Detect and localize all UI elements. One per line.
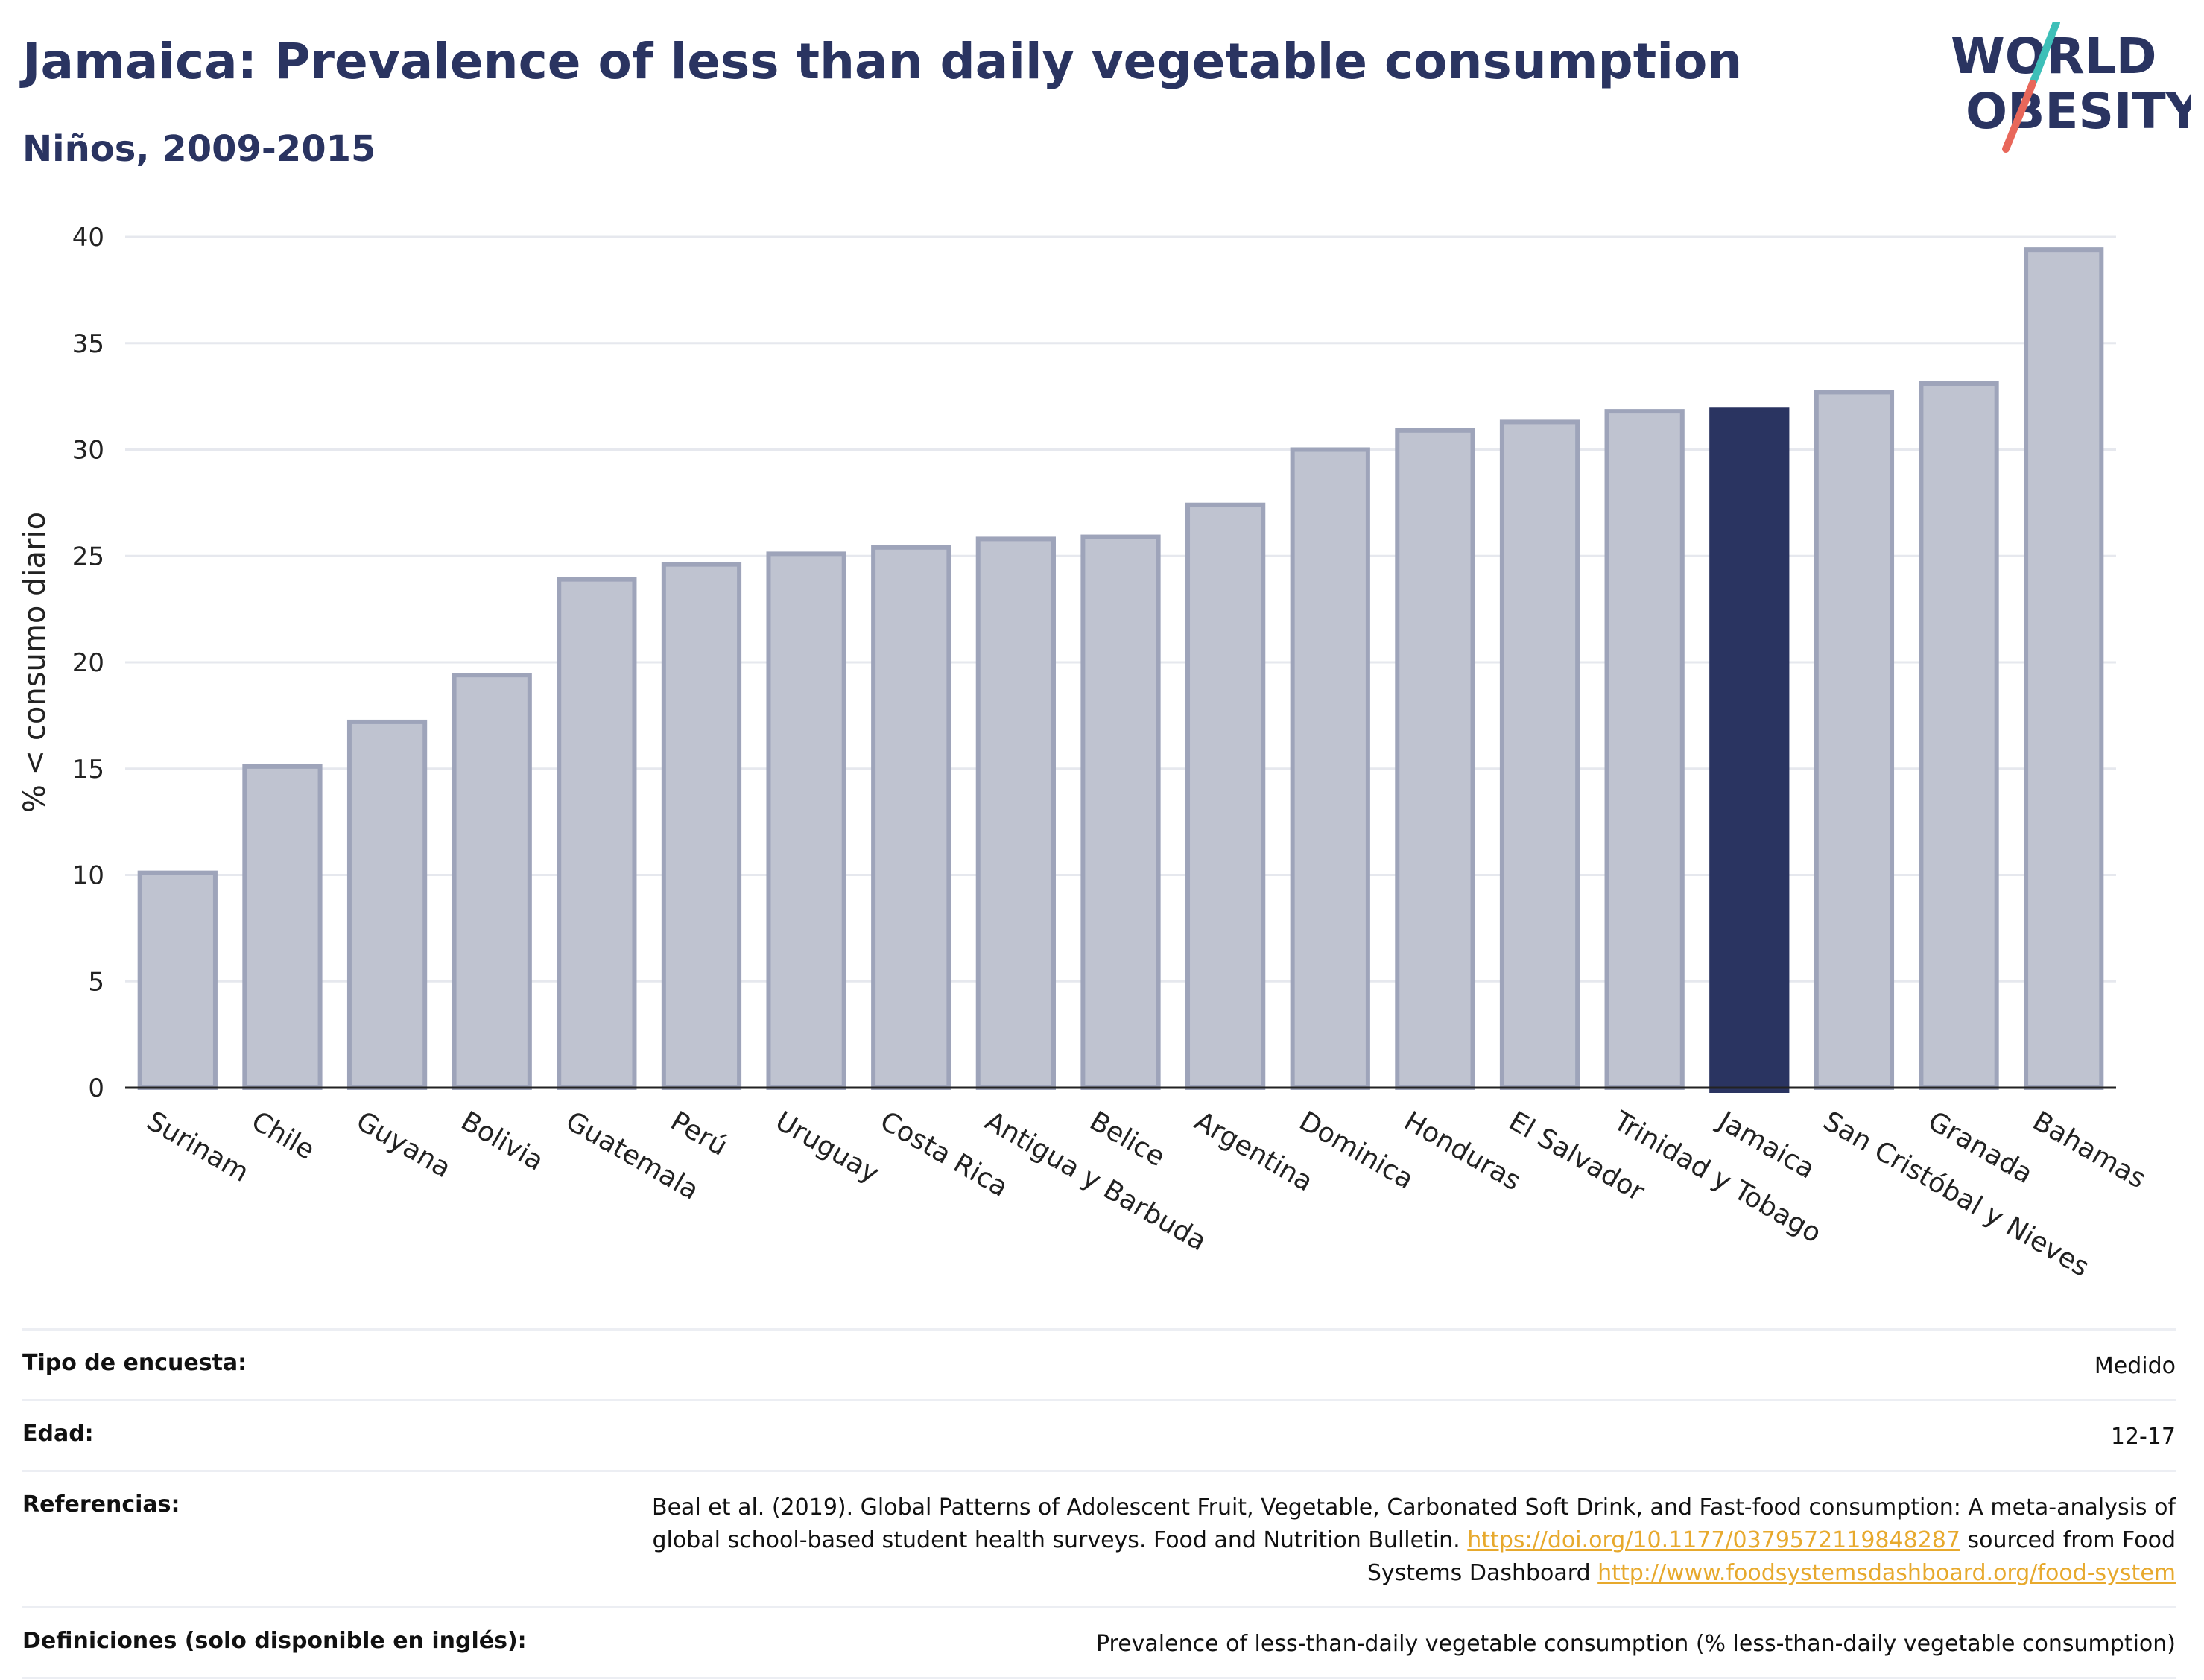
bar bbox=[1919, 381, 1999, 1090]
bar bbox=[871, 545, 951, 1090]
bar bbox=[2024, 247, 2104, 1090]
logo-text-obesity: OBESITY bbox=[1966, 83, 2191, 140]
info-row-definitions: Definiciones (solo disponible en inglés)… bbox=[22, 1606, 2176, 1679]
bar bbox=[1185, 502, 1266, 1091]
bar bbox=[1814, 390, 1895, 1091]
bar bbox=[1604, 409, 1685, 1090]
info-label: Tipo de encuesta: bbox=[22, 1350, 247, 1376]
x-tick-label: Chile bbox=[246, 1106, 320, 1166]
bar bbox=[975, 536, 1056, 1091]
info-row-survey-type: Tipo de encuesta: Medido bbox=[22, 1328, 2176, 1399]
info-table: Tipo de encuesta: Medido Edad: 12-17 Ref… bbox=[22, 1328, 2176, 1679]
x-tick-label: Perú bbox=[665, 1106, 732, 1162]
logo-slash-top bbox=[2029, 22, 2060, 87]
bar bbox=[242, 764, 323, 1091]
x-tick-label: Bolivia bbox=[456, 1106, 549, 1177]
y-tick-label: 35 bbox=[72, 329, 104, 359]
bar bbox=[766, 551, 846, 1090]
bar-highlighted bbox=[1709, 407, 1790, 1093]
chart-subtitle: Niños, 2009-2015 bbox=[22, 128, 376, 170]
logo-slash-bottom bbox=[2002, 80, 2036, 153]
food-systems-link[interactable]: http://www.foodsystemsdashboard.org/food… bbox=[1597, 1560, 2176, 1586]
x-tick-label: Guyana bbox=[351, 1106, 456, 1184]
info-value: 12-17 bbox=[2110, 1424, 2176, 1450]
bar bbox=[1395, 428, 1475, 1090]
y-tick-label: 40 bbox=[72, 223, 104, 253]
x-tick-label: Dominica bbox=[1294, 1106, 1419, 1195]
bars bbox=[137, 247, 2104, 1093]
x-tick-label: Surinam bbox=[142, 1106, 254, 1188]
chart-title: Jamaica: Prevalence of less than daily v… bbox=[22, 33, 1743, 90]
x-tick-label: Argentina bbox=[1189, 1106, 1318, 1197]
info-value: Prevalence of less-than-daily vegetable … bbox=[1095, 1631, 2176, 1657]
reference-source-text: sourced from Food Systems Dashboard bbox=[1367, 1527, 2176, 1586]
info-value-references: Beal et al. (2019). Global Patterns of A… bbox=[589, 1492, 2176, 1590]
bar bbox=[452, 673, 532, 1090]
bar bbox=[137, 870, 218, 1091]
bar bbox=[346, 719, 428, 1090]
y-tick-labels: 0 5 10 15 20 25 30 35 40 bbox=[72, 223, 104, 1103]
bar bbox=[1080, 534, 1161, 1090]
x-tick-label: Honduras bbox=[1399, 1106, 1525, 1196]
y-tick-label: 10 bbox=[72, 861, 104, 891]
y-tick-label: 30 bbox=[72, 436, 104, 466]
info-label: Edad: bbox=[22, 1421, 94, 1447]
info-row-references: Referencias: Beal et al. (2019). Global … bbox=[22, 1470, 2176, 1606]
x-tick-label: Uruguay bbox=[770, 1106, 884, 1189]
y-tick-label: 25 bbox=[72, 542, 104, 571]
y-tick-label: 15 bbox=[72, 755, 104, 784]
x-tick-label: Belice bbox=[1085, 1106, 1171, 1173]
info-value: Medido bbox=[2094, 1353, 2176, 1379]
y-axis-label: % < consumo diario bbox=[18, 512, 52, 813]
reference-text: Beal et al. (2019). Global Patterns of A… bbox=[652, 1494, 2176, 1553]
bar bbox=[1499, 419, 1580, 1090]
doi-link[interactable]: https://doi.org/10.1177/0379572119848287 bbox=[1467, 1527, 1960, 1553]
y-tick-label: 0 bbox=[88, 1074, 104, 1103]
bar bbox=[1290, 447, 1370, 1090]
world-obesity-logo: WORLD OBESITY bbox=[1951, 22, 2191, 153]
info-label: Definiciones (solo disponible en inglés)… bbox=[22, 1628, 527, 1654]
y-tick-label: 5 bbox=[88, 967, 104, 997]
bar bbox=[557, 577, 637, 1090]
x-tick-label: Bahamas bbox=[2027, 1106, 2151, 1194]
info-label: Referencias: bbox=[22, 1492, 180, 1518]
bar bbox=[661, 562, 742, 1091]
info-row-age: Edad: 12-17 bbox=[22, 1399, 2176, 1470]
y-tick-label: 20 bbox=[72, 648, 104, 678]
